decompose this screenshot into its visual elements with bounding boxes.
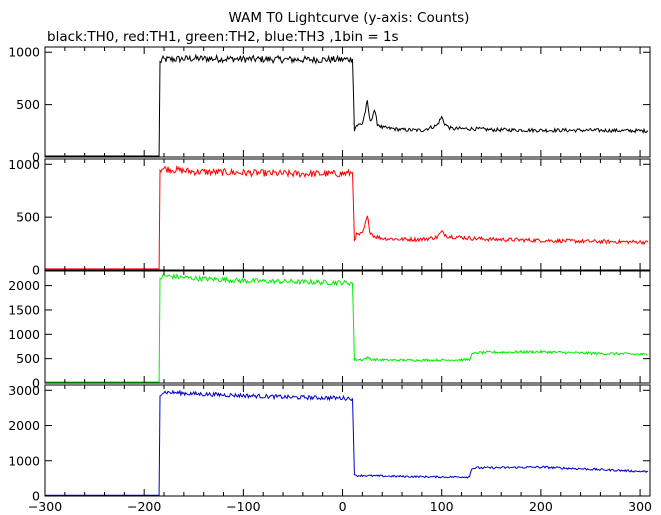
x-tick-label: −100 [226,499,260,514]
panel-frame [44,270,651,384]
x-tick-label: 300 [628,499,652,514]
series-th2 [45,272,649,383]
series-th1 [45,164,649,270]
y-tick-label: 500 [16,97,40,112]
x-tick-label: 100 [430,499,454,514]
panel-th3: 0 1000 2000 3000 [8,383,651,504]
panel-th2: 0 500 1000 1500 2000 [8,270,651,391]
y-tick-label: 1000 [8,45,40,60]
y-tick-label: 500 [16,351,40,366]
x-tick-labels: −300 −200 −100 0 100 200 300 [28,499,652,514]
panel-th0: 0 500 1000 [8,45,651,165]
y-tick-label: 1000 [8,157,40,172]
series-th3 [45,389,649,496]
series-th0 [45,53,649,157]
panel-frame [44,46,651,158]
chart-subtitle: black:TH0, red:TH1, green:TH2, blue:TH3 … [47,29,399,45]
y-tick-label: 0 [32,263,40,278]
y-tick-label: 1000 [8,327,40,342]
panel-th1: 0 500 1000 [8,157,651,278]
chart-panels: 0500100005001000050010001500200001000200… [8,45,651,504]
y-tick-label: 2000 [8,418,40,433]
x-tick-label: 0 [339,499,347,514]
y-tick-label: 0 [32,489,40,504]
x-tick-label: −300 [28,499,62,514]
y-tick-label: 1000 [8,453,40,468]
chart-title: WAM T0 Lightcurve (y-axis: Counts) [229,10,470,26]
y-tick-label: 0 [32,150,40,165]
panel-frame [44,158,651,271]
y-tick-label: 500 [16,210,40,225]
y-tick-label: 3000 [8,383,40,398]
y-tick-label: 0 [32,376,40,391]
x-tick-label: −200 [127,499,161,514]
y-tick-label: 2000 [8,278,40,293]
panel-frame [44,384,651,497]
x-tick-label: 200 [529,499,553,514]
y-tick-label: 1500 [8,302,40,317]
